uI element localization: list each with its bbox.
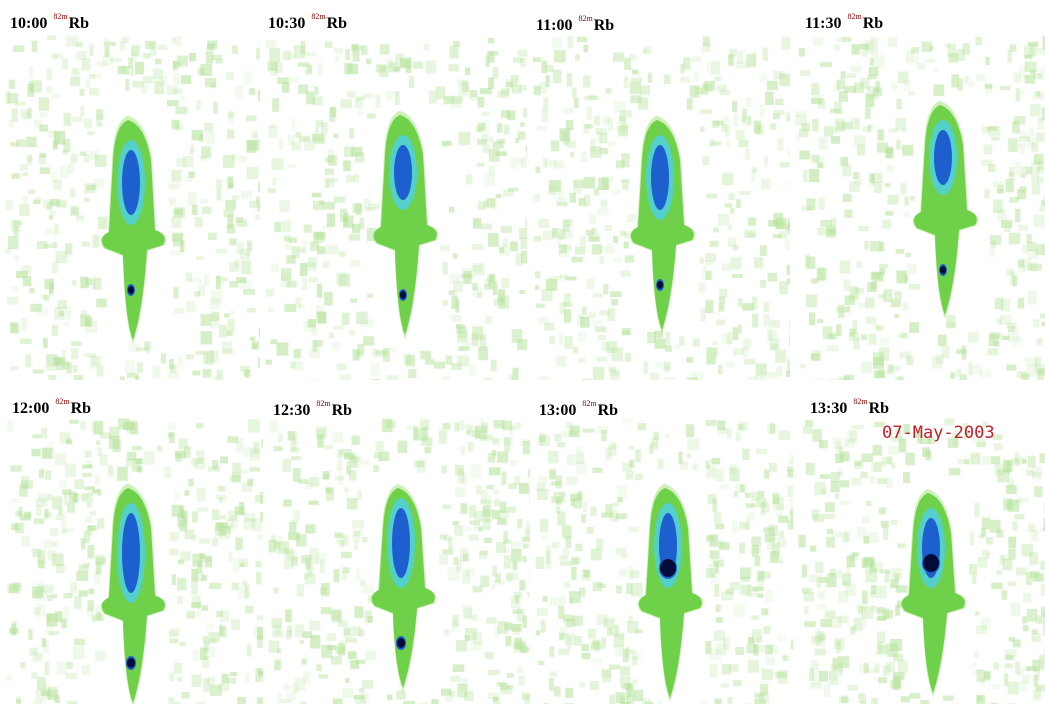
panel-label-8: 13:30 82mRb: [810, 397, 889, 418]
isotope-superscript: 82m: [853, 397, 868, 406]
scintigraphy-image-8: [798, 418, 1045, 704]
scintigraphy-image-6: [268, 418, 530, 704]
panel-time: 10:30: [268, 15, 306, 32]
scintigraphy-image-3: [532, 36, 790, 380]
isotope-superscript: 82m: [55, 397, 70, 406]
isotope-superscript: 82m: [582, 399, 597, 408]
scintigraphy-image-1: [5, 35, 260, 380]
isotope-symbol: Rb: [862, 15, 884, 32]
panel-time: 10:00: [10, 15, 48, 32]
scintigraphy-image-7: [535, 418, 793, 704]
scan-panel-7: 13:00 82mRb: [535, 393, 793, 704]
isotope-superscript: 82m: [847, 12, 862, 21]
isotope-superscript: 82m: [316, 399, 331, 408]
panel-time: 11:00: [536, 17, 573, 34]
isotope-superscript: 82m: [578, 14, 593, 23]
scan-panel-6: 12:30 82mRb: [268, 393, 530, 704]
scan-panel-3: 11:00 82mRb: [532, 10, 790, 380]
scan-panel-8: 13:30 82mRb 07-May-2003: [798, 393, 1045, 704]
panel-label-7: 13:00 82mRb: [539, 399, 618, 420]
panel-label-1: 10:00 82mRb: [10, 12, 89, 33]
scintigraphy-image-5: [5, 418, 263, 704]
panel-time: 13:30: [810, 400, 848, 417]
scan-panel-1: 10:00 82mRb: [5, 10, 260, 380]
panel-label-3: 11:00 82mRb: [536, 14, 614, 35]
panel-label-5: 12:00 82mRb: [12, 397, 91, 418]
scintigraphy-image-2: [265, 37, 527, 380]
panel-time: 12:00: [12, 400, 50, 417]
panel-label-4: 11:30 82mRb: [805, 12, 883, 33]
isotope-superscript: 82m: [311, 12, 326, 21]
panel-time: 11:30: [805, 15, 842, 32]
panel-label-6: 12:30 82mRb: [273, 399, 352, 420]
isotope-symbol: Rb: [331, 402, 353, 419]
isotope-symbol: Rb: [68, 15, 90, 32]
isotope-symbol: Rb: [70, 400, 92, 417]
date-stamp: 07-May-2003: [882, 423, 995, 443]
isotope-symbol: Rb: [593, 17, 615, 34]
panel-time: 13:00: [539, 402, 577, 419]
isotope-superscript: 82m: [53, 12, 68, 21]
isotope-symbol: Rb: [326, 15, 348, 32]
panel-time: 12:30: [273, 402, 311, 419]
panel-label-2: 10:30 82mRb: [268, 12, 347, 33]
scintigraphy-image-4: [795, 36, 1045, 380]
scan-panel-4: 11:30 82mRb: [795, 10, 1045, 380]
scan-panel-2: 10:30 82mRb: [265, 10, 527, 380]
isotope-symbol: Rb: [597, 402, 619, 419]
isotope-symbol: Rb: [868, 400, 890, 417]
scan-panel-5: 12:00 82mRb: [5, 393, 263, 704]
